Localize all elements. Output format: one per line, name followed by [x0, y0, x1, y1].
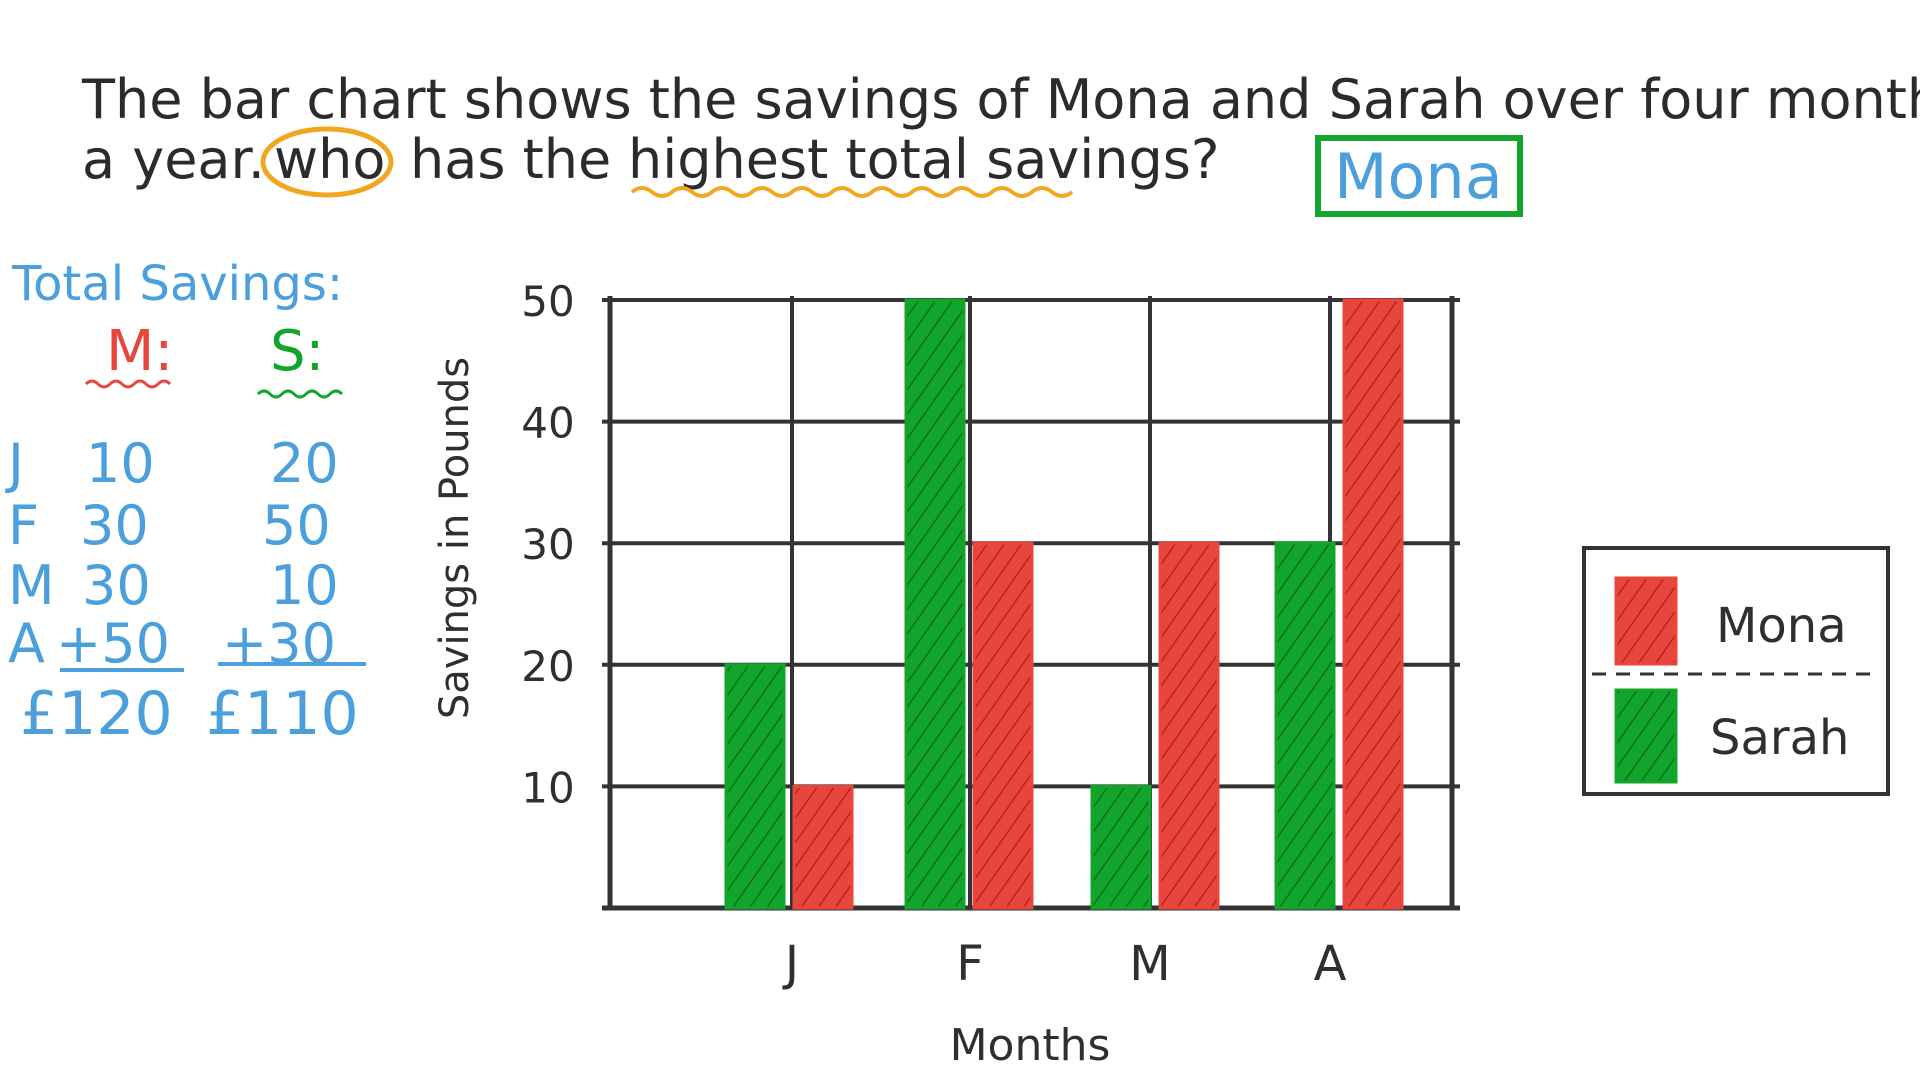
x-tick-label: F: [956, 936, 984, 992]
bar-sarah-j: [724, 663, 786, 910]
highlight-squiggle: [630, 186, 1074, 198]
x-tick-label: A: [1314, 936, 1347, 992]
question-underlined-phrase: highest total savings?: [628, 128, 1220, 191]
answer-text: Mona: [1334, 140, 1503, 213]
legend-swatch-mona: [1614, 576, 1678, 666]
row-s-value-f: 50: [262, 494, 331, 557]
question-circled-word: who: [274, 128, 385, 191]
legend-label-mona: Mona: [1716, 598, 1847, 654]
y-tick-label: 30: [521, 520, 574, 569]
bar-mona-a: [1342, 298, 1404, 910]
x-axis-label: Months: [950, 1020, 1111, 1071]
total-m: £120: [20, 679, 173, 749]
s-underline: [256, 389, 344, 399]
row-m-value-j: 10: [86, 432, 155, 495]
who-circle: [260, 126, 394, 198]
bar-mona-m: [1158, 541, 1220, 910]
y-axis-ticks: 10 20 30 40 50: [521, 277, 574, 812]
bar-sarah-m: [1090, 784, 1152, 910]
x-tick-label: M: [1129, 936, 1170, 992]
row-label-a: A: [8, 612, 45, 675]
bar-mona-j: [792, 784, 854, 910]
working-row-f: F 30 50: [8, 494, 331, 557]
bar-sarah-a: [1274, 541, 1336, 910]
row-m-value-f: 30: [80, 494, 149, 557]
y-tick-label: 40: [521, 399, 574, 448]
bar-sarah-f: [904, 298, 966, 910]
legend: Mona Sarah: [1582, 546, 1890, 796]
column-m-header: M:: [106, 319, 173, 384]
question-block: The bar chart shows the savings of Mona …: [81, 68, 1920, 217]
row-label-j: J: [5, 432, 24, 495]
y-tick-label: 10: [521, 763, 574, 812]
column-s-header: S:: [270, 319, 324, 384]
row-m-value-m: 30: [82, 554, 151, 617]
total-s: £110: [206, 679, 359, 749]
row-s-value-m: 10: [270, 554, 339, 617]
y-axis-label: Savings in Pounds: [432, 357, 478, 719]
working-row-m: M 30 10: [8, 554, 339, 617]
bar-mona-f: [972, 541, 1034, 910]
question-line-2-middle: has the: [410, 128, 611, 191]
working-row-j: J 10 20: [5, 432, 339, 495]
question-line-1: The bar chart shows the savings of Mona …: [81, 68, 1920, 131]
bar-chart: 10 20 30 40 50 J F M A Savings in Pounds Months: [432, 277, 1460, 1071]
working-title: Total Savings:: [11, 256, 343, 312]
row-m-value-a: +50: [56, 612, 170, 675]
y-tick-label: 20: [521, 642, 574, 691]
question-line-2-prefix: a year.: [82, 128, 265, 191]
legend-label-sarah: Sarah: [1710, 710, 1849, 766]
row-label-m: M: [8, 554, 55, 617]
row-s-value-j: 20: [270, 432, 339, 495]
m-underline: [84, 379, 172, 389]
answer-box: [1315, 135, 1523, 217]
chart-bars: [724, 298, 1404, 910]
total-savings-working: Total Savings: M: S: J 10 20 F 30 50 M 3…: [5, 256, 366, 749]
row-label-f: F: [8, 494, 39, 557]
x-tick-label: J: [782, 936, 799, 992]
y-tick-label: 50: [521, 277, 574, 326]
legend-swatch-sarah: [1614, 688, 1678, 784]
